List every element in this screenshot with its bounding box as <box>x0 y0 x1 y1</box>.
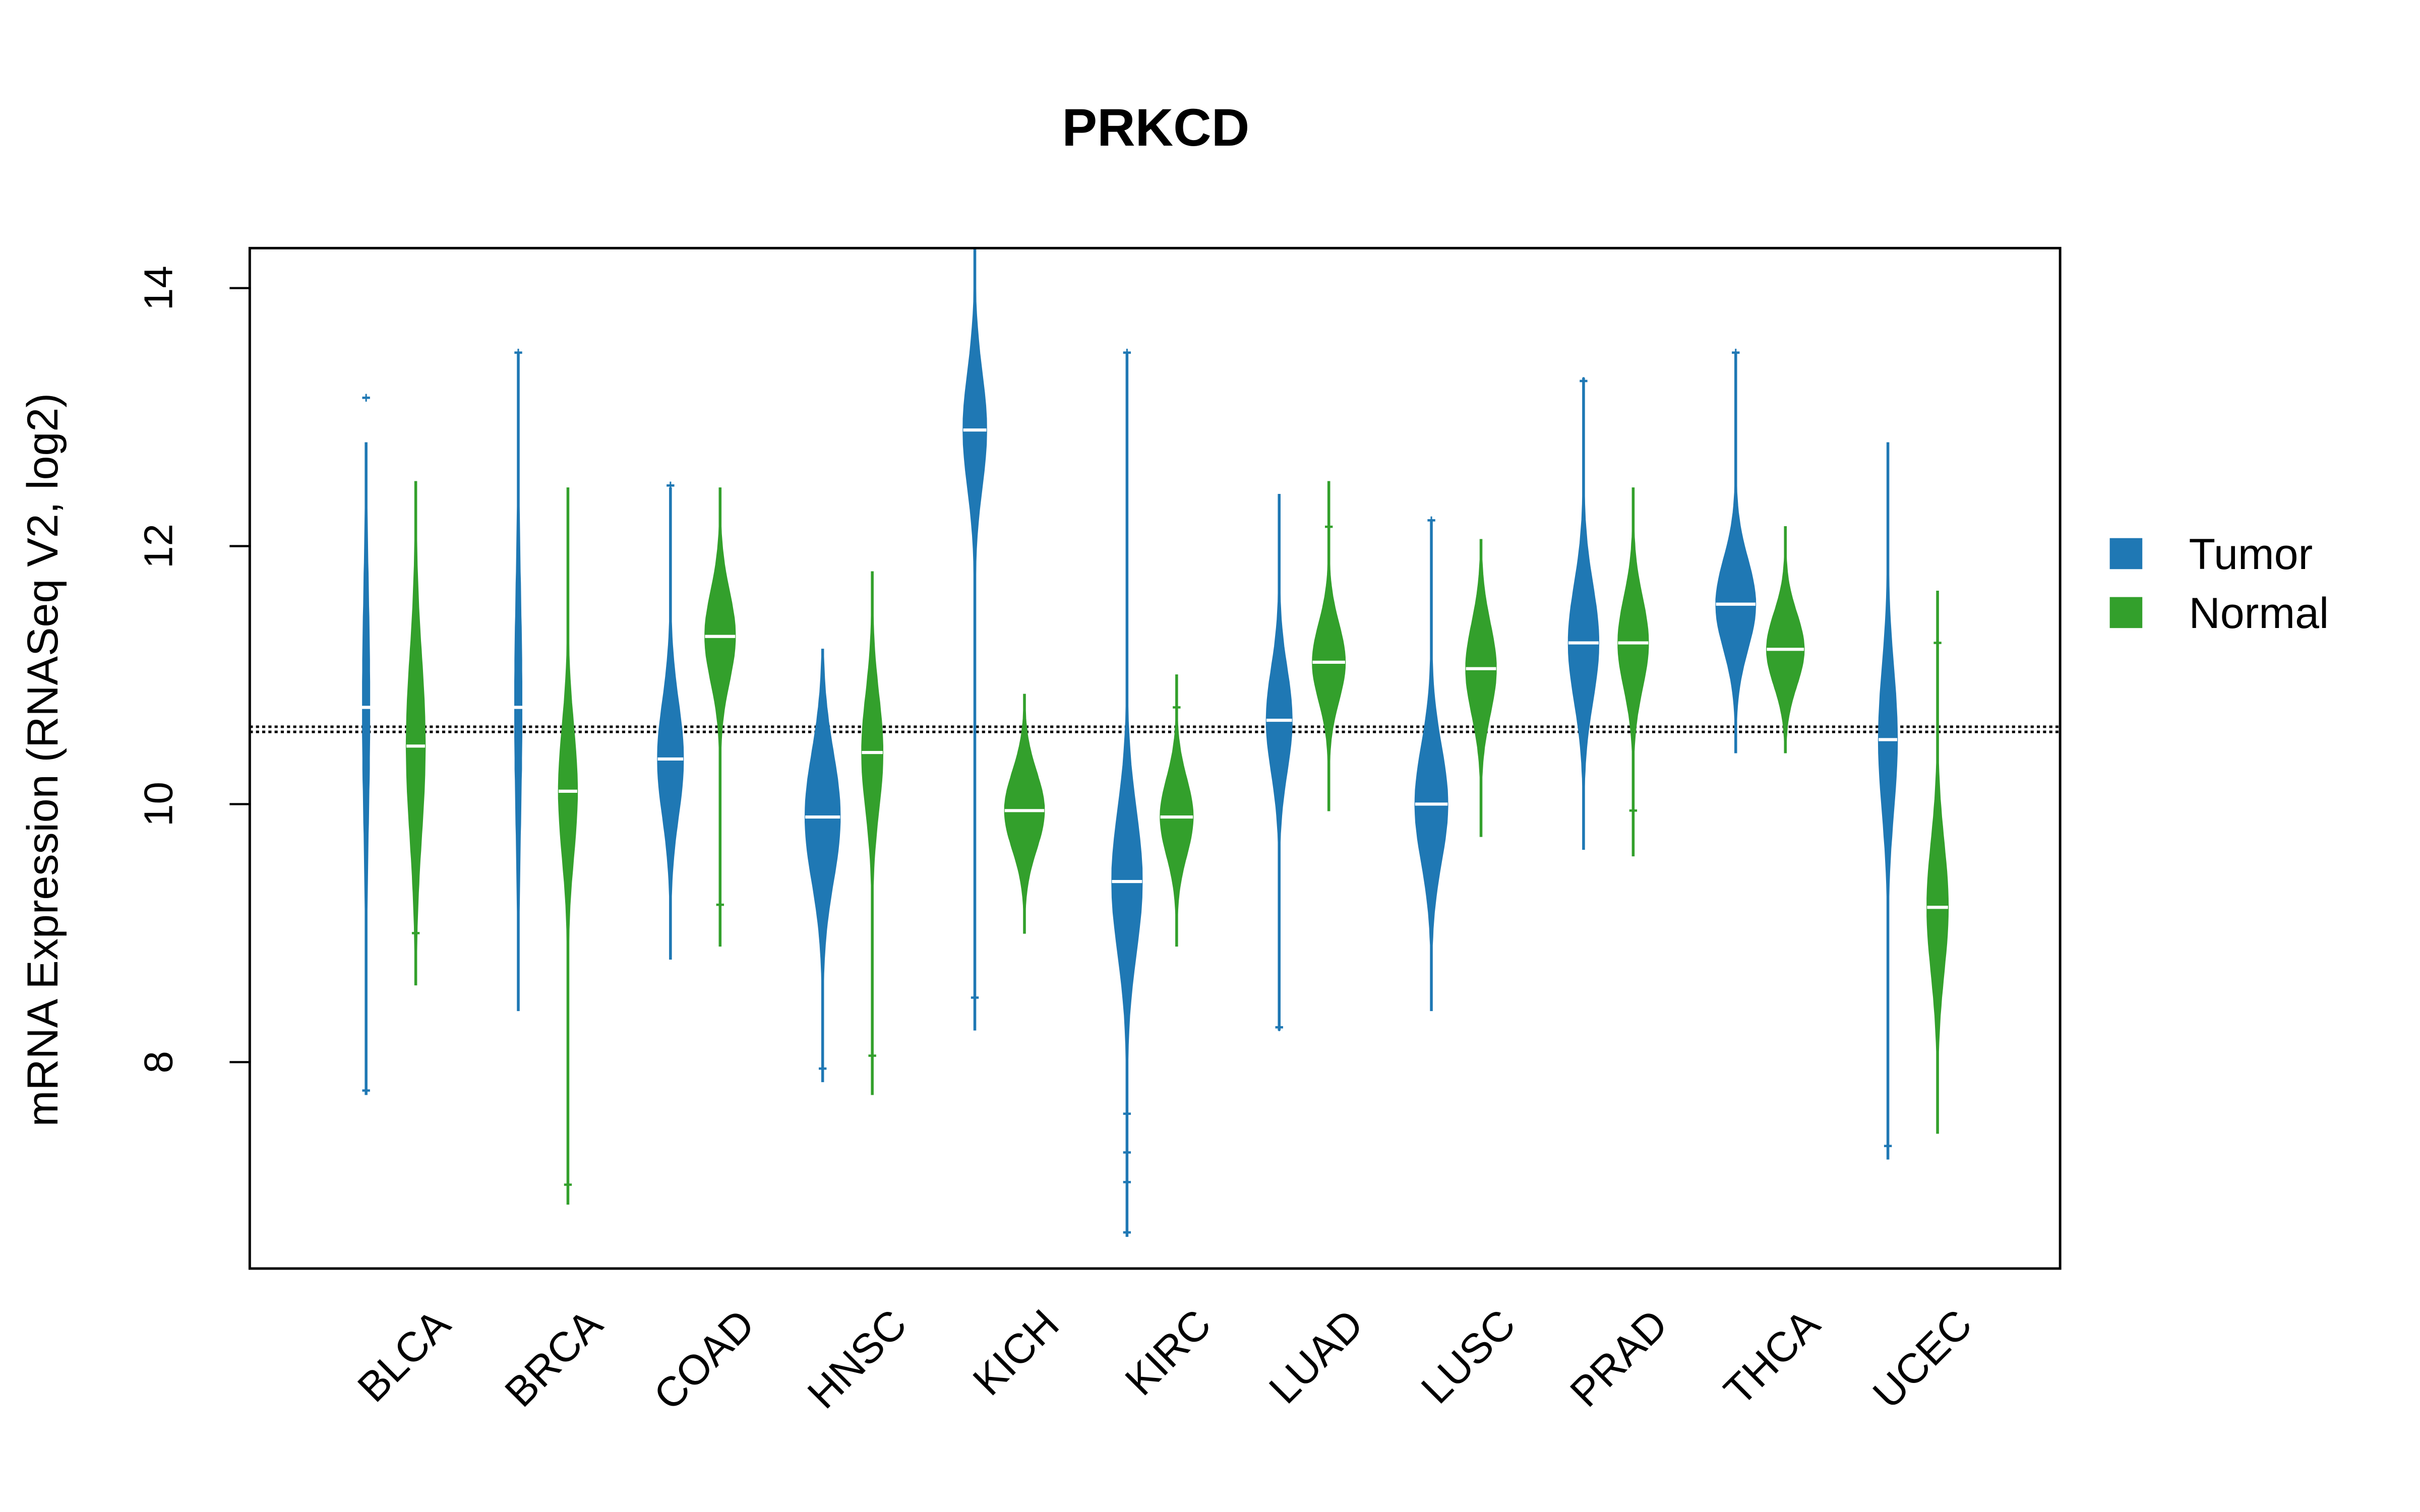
chart-title: PRKCD <box>1062 98 1249 157</box>
y-tick-label: 14 <box>136 266 181 310</box>
x-tick-label-thca: THCA <box>1715 1300 1829 1414</box>
violin-tumor-hnsc <box>804 649 841 1083</box>
violin-normal-kich <box>1004 694 1045 934</box>
x-tick-label-blca: BLCA <box>348 1300 459 1411</box>
x-tick-label-prad: PRAD <box>1561 1300 1676 1416</box>
legend-label-tumor: Tumor <box>2189 530 2313 579</box>
violin-normal-brca <box>558 487 578 1205</box>
violin-normal-luad <box>1312 481 1346 811</box>
y-tick-label: 8 <box>136 1051 181 1074</box>
violin-normal-kirc <box>1160 674 1194 947</box>
violin-tumor-blca <box>362 442 371 1095</box>
x-tick-label-hnsc: HNSC <box>799 1300 916 1417</box>
violin-tumor-thca <box>1715 352 1757 753</box>
plot-area <box>250 248 2061 1237</box>
violin-tumor-kich <box>962 248 987 1031</box>
violin-normal-hnsc <box>861 571 883 1095</box>
legend-label-normal: Normal <box>2189 589 2329 638</box>
violin-tumor-luad <box>1265 493 1293 1031</box>
y-axis: 8 10 12 14 <box>136 266 251 1074</box>
y-axis-label: mRNA Expression (RNASeq V2, log2) <box>19 393 67 1126</box>
violin-normal-ucec <box>1926 590 1949 1134</box>
violin-normal-prad <box>1617 487 1649 857</box>
violin-tumor-kirc <box>1111 352 1143 1237</box>
x-tick-label-lusc: LUSC <box>1412 1300 1524 1412</box>
violin-tumor-prad <box>1567 377 1600 850</box>
x-tick-label-kirc: KIRC <box>1116 1300 1220 1404</box>
violin-tumor-lusc <box>1414 520 1448 1012</box>
violin-tumor-coad <box>657 487 684 960</box>
y-tick-label: 12 <box>136 524 181 569</box>
x-tick-label-brca: BRCA <box>496 1300 611 1416</box>
x-axis: BLCA BRCA COAD HNSC KICH KIRC LUAD LUSC PRAD THCA… <box>348 1300 1981 1419</box>
legend-swatch-normal <box>2109 597 2143 628</box>
legend: Tumor Normal <box>2109 530 2329 638</box>
violin-normal-lusc <box>1465 539 1497 837</box>
violin-tumor-brca <box>514 352 522 1012</box>
violin-normal-thca <box>1766 526 1805 753</box>
violin-normal-blca <box>405 481 426 986</box>
x-tick-label-luad: LUAD <box>1260 1300 1372 1412</box>
x-tick-label-coad: COAD <box>645 1300 763 1419</box>
x-tick-label-ucec: UCEC <box>1864 1300 1981 1417</box>
legend-swatch-tumor <box>2109 538 2143 570</box>
violin-normal-coad <box>704 487 736 947</box>
y-tick-label: 10 <box>136 782 181 827</box>
x-tick-label-kich: KICH <box>964 1300 1068 1404</box>
violin-tumor-ucec <box>1878 442 1898 1160</box>
